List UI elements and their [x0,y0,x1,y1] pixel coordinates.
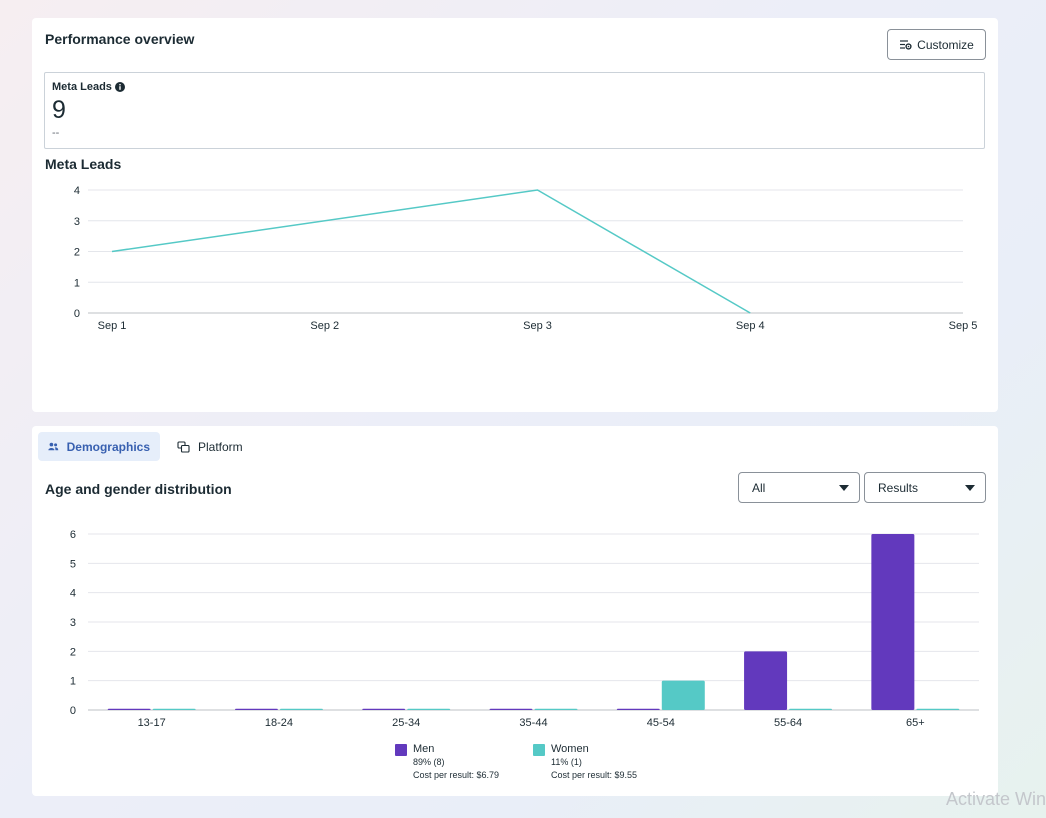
y-tick-label: 2 [74,247,80,259]
x-tick-label: 25-34 [392,717,420,729]
customize-icon [900,40,912,50]
platform-icon [177,440,190,453]
metric-comparison: -- [52,127,60,139]
demographics-card: Demographics Platform Age and gender dis… [32,426,998,796]
y-tick-label: 6 [70,529,76,541]
x-tick-label: 65+ [906,717,925,729]
x-tick-label: 45-54 [647,717,675,729]
chevron-down-icon [965,484,975,491]
bar-women-65+ [916,708,960,710]
bar-women-45-54 [661,680,705,710]
legend-cost: Cost per result: $9.55 [551,770,638,780]
bar-women-18-24 [279,708,323,710]
y-tick-label: 4 [74,185,80,197]
age-gender-bar-chart: 0 1 2 3 4 5 6 13-17 18-24 25-34 35-44 45-54 55-64 65+ [70,529,979,729]
y-tick-label: 4 [70,588,76,600]
legend-item-men[interactable]: Men 89% (8) Cost per result: $6.79 [395,742,499,782]
legend-text-men: Men 89% (8) Cost per result: $6.79 [413,742,499,782]
x-tick-label: Sep 3 [523,320,552,332]
legend-cost: Cost per result: $6.79 [413,770,500,780]
bar-women-55-64 [789,708,833,710]
legend-share: 89% (8) [413,757,445,767]
metric-label-row: Meta Leads [52,81,125,93]
page-title: Performance overview [45,31,195,47]
x-tick-label: Sep 5 [949,320,978,332]
audience-select[interactable]: All [738,472,860,503]
x-tick-label: 35-44 [519,717,547,729]
tab-platform-label: Platform [198,439,243,454]
bar-women-13-17 [152,708,196,710]
customize-button[interactable]: Customize [887,29,986,60]
bar-men-35-44 [489,708,533,710]
age-gender-title: Age and gender distribution [45,481,232,497]
legend-text-women: Women 11% (1) Cost per result: $9.55 [551,742,637,782]
legend-share: 11% (1) [551,757,582,767]
metric-label: Meta Leads [52,81,112,93]
legend-item-women[interactable]: Women 11% (1) Cost per result: $9.55 [533,742,637,782]
activate-windows-watermark: Activate Windows [946,789,1046,809]
x-tick-label: 13-17 [138,717,166,729]
bar-men-18-24 [234,708,278,710]
y-tick-label: 1 [74,277,80,289]
bar-men-13-17 [107,708,151,710]
performance-overview-card: Performance overview Customize Meta Lead… [32,18,998,412]
y-tick-label: 3 [70,617,76,629]
customize-button-label: Customize [917,37,974,52]
y-tick-label: 5 [70,558,76,570]
x-tick-label: Sep 1 [98,320,127,332]
legend-name: Men [413,743,435,755]
bar-men-45-54 [616,708,660,710]
bar-men-25-34 [362,708,406,710]
y-tick-label: 1 [70,676,76,688]
bar-men-65+ [871,534,915,710]
x-tick-label: 18-24 [265,717,293,729]
y-tick-label: 3 [74,216,80,228]
chevron-down-icon [839,484,849,491]
info-icon[interactable] [114,82,125,92]
bar-women-35-44 [534,708,578,710]
metric-select-value: Results [878,480,919,495]
people-icon [48,442,59,451]
meta-leads-line-chart: 0 1 2 3 4 Sep 1 Sep 2 Sep 3 Sep 4 Sep 5 [74,185,978,332]
metric-select[interactable]: Results [864,472,986,503]
bar-men-55-64 [744,651,788,710]
x-tick-label: 55-64 [774,717,802,729]
legend-swatch-men [395,744,407,756]
y-tick-label: 0 [70,705,76,717]
x-tick-label: Sep 2 [310,320,339,332]
y-tick-label: 2 [70,646,76,658]
x-tick-label: Sep 4 [736,320,765,332]
metric-card-meta-leads[interactable]: Meta Leads 9 -- [44,72,985,149]
metric-value: 9 [52,96,66,124]
legend-name: Women [551,743,589,755]
tab-demographics-label: Demographics [66,439,150,454]
audience-select-value: All [752,480,766,495]
tab-demographics[interactable]: Demographics [38,432,160,461]
legend-swatch-women [533,744,545,756]
tab-platform[interactable]: Platform [167,432,267,461]
y-tick-label: 0 [74,308,80,320]
bar-women-25-34 [407,708,451,710]
line-chart-title: Meta Leads [45,156,122,172]
